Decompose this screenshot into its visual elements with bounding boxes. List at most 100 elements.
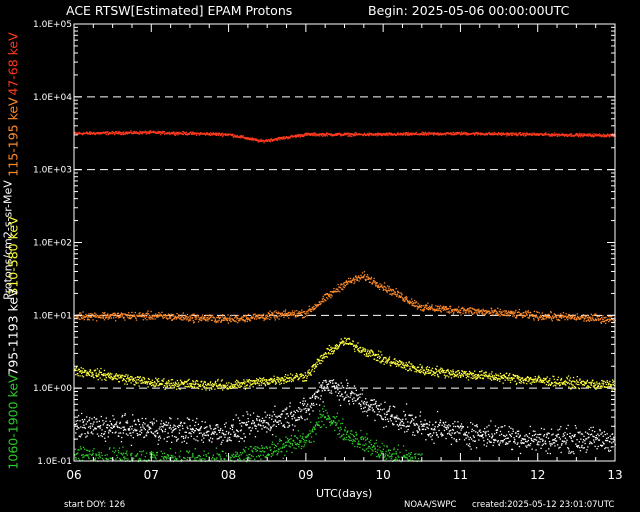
data-point bbox=[317, 363, 319, 366]
data-point bbox=[367, 349, 369, 351]
data-point bbox=[235, 414, 237, 416]
data-point bbox=[492, 134, 494, 136]
data-point bbox=[128, 312, 130, 314]
data-point bbox=[303, 311, 305, 313]
data-point bbox=[526, 313, 528, 315]
data-point bbox=[129, 316, 131, 318]
data-point bbox=[301, 309, 303, 311]
data-point bbox=[375, 285, 377, 287]
data-point bbox=[494, 311, 496, 313]
data-point bbox=[137, 382, 139, 384]
data-point bbox=[343, 284, 345, 286]
data-point bbox=[362, 277, 364, 279]
data-point bbox=[322, 360, 324, 362]
data-point bbox=[435, 309, 437, 311]
data-point bbox=[88, 419, 90, 421]
data-point bbox=[286, 421, 288, 423]
data-point bbox=[349, 387, 351, 389]
data-point bbox=[328, 295, 330, 298]
data-point bbox=[591, 382, 593, 384]
data-point bbox=[433, 133, 436, 135]
data-point bbox=[127, 132, 129, 134]
data-point bbox=[450, 377, 453, 379]
data-point bbox=[480, 374, 483, 376]
data-point bbox=[557, 135, 559, 137]
data-point bbox=[411, 298, 413, 300]
data-point bbox=[196, 134, 198, 136]
data-point bbox=[316, 358, 318, 360]
data-point bbox=[363, 407, 365, 409]
data-point bbox=[310, 402, 313, 405]
data-point bbox=[86, 319, 89, 321]
data-point bbox=[140, 314, 143, 316]
data-point bbox=[263, 317, 265, 320]
data-point bbox=[91, 418, 93, 420]
data-point bbox=[211, 319, 213, 321]
data-point bbox=[161, 311, 163, 313]
data-point bbox=[611, 389, 613, 391]
data-point bbox=[110, 376, 112, 378]
data-point bbox=[241, 316, 243, 318]
data-point bbox=[322, 295, 324, 297]
data-point bbox=[144, 314, 146, 316]
data-point bbox=[177, 317, 179, 319]
data-point bbox=[215, 134, 218, 136]
data-point bbox=[285, 417, 287, 419]
data-point bbox=[384, 134, 386, 136]
data-point bbox=[499, 311, 501, 313]
data-point bbox=[531, 314, 533, 316]
data-point bbox=[176, 379, 179, 382]
data-point bbox=[310, 310, 313, 313]
data-point bbox=[509, 373, 511, 375]
data-point bbox=[269, 429, 271, 432]
data-point bbox=[383, 282, 386, 284]
data-point bbox=[289, 313, 291, 315]
data-point bbox=[286, 377, 288, 379]
data-point bbox=[220, 387, 222, 389]
data-point bbox=[519, 379, 521, 382]
data-point bbox=[249, 137, 252, 140]
data-point bbox=[455, 133, 457, 135]
data-point bbox=[166, 440, 168, 443]
data-point bbox=[95, 374, 97, 376]
data-point bbox=[525, 380, 527, 382]
data-point bbox=[367, 132, 369, 135]
data-point bbox=[138, 385, 140, 387]
data-point bbox=[579, 318, 581, 320]
data-point bbox=[258, 420, 260, 422]
data-point bbox=[183, 383, 185, 386]
data-point bbox=[385, 133, 387, 135]
data-point bbox=[259, 419, 261, 421]
data-point bbox=[162, 386, 165, 389]
data-point bbox=[268, 140, 271, 142]
data-point bbox=[155, 420, 158, 422]
data-point bbox=[528, 379, 531, 381]
data-point bbox=[283, 136, 285, 138]
data-point bbox=[223, 386, 225, 388]
data-point bbox=[346, 343, 349, 345]
data-point bbox=[107, 131, 109, 133]
data-point bbox=[356, 395, 358, 397]
data-point bbox=[103, 433, 105, 435]
data-point bbox=[395, 294, 397, 296]
data-point bbox=[215, 424, 217, 427]
data-point bbox=[307, 408, 309, 410]
data-point bbox=[291, 310, 294, 312]
data-point bbox=[463, 131, 465, 133]
data-point bbox=[514, 375, 517, 377]
data-point bbox=[269, 426, 272, 428]
data-point bbox=[324, 352, 327, 354]
data-point bbox=[204, 381, 206, 384]
data-point bbox=[350, 134, 352, 136]
data-point bbox=[454, 375, 456, 377]
data-point bbox=[80, 434, 82, 436]
data-point bbox=[246, 411, 248, 413]
data-point bbox=[247, 381, 250, 383]
data-point bbox=[518, 314, 520, 316]
data-point bbox=[580, 134, 582, 136]
data-point bbox=[111, 133, 114, 135]
data-point bbox=[239, 382, 242, 384]
data-point bbox=[504, 314, 507, 316]
data-point bbox=[235, 316, 238, 318]
data-point bbox=[573, 380, 575, 382]
